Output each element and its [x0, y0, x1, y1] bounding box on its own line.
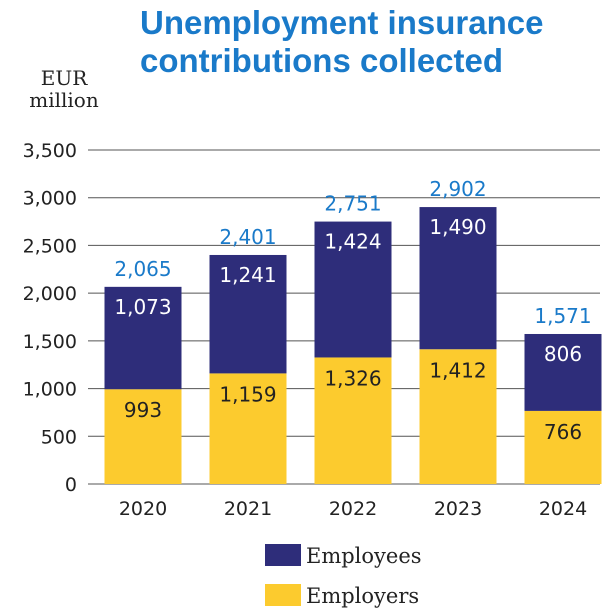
bar-total-label-2020: 2,065: [114, 257, 171, 281]
bar-total-label-2024: 1,571: [534, 304, 591, 328]
bar-employers-label-2021: 1,159: [219, 382, 276, 406]
y-tick-label-1000: 1,000: [23, 379, 77, 401]
chart-title-line-1: Unemployment insurance: [140, 4, 544, 41]
legend-label-employees: Employees: [306, 544, 422, 568]
bar-employers-label-2020: 993: [124, 398, 162, 422]
legend-swatch-employers: [265, 584, 301, 606]
bar-employers-2023: [419, 349, 497, 484]
y-tick-label-0: 0: [65, 474, 77, 496]
bar-total-label-2021: 2,401: [219, 225, 276, 249]
y-unit-label-line-1: EUR: [40, 66, 88, 90]
bar-employers-2020: [104, 389, 182, 484]
x-tick-label-2022: 2022: [329, 498, 377, 520]
x-tick-label-2023: 2023: [434, 498, 482, 520]
bar-employers-label-2022: 1,326: [324, 366, 381, 390]
legend-label-employers: Employers: [306, 584, 419, 608]
y-unit-label-line-2: million: [29, 88, 99, 112]
bar-employees-label-2020: 1,073: [114, 295, 171, 319]
y-tick-label-3000: 3,000: [23, 188, 77, 210]
bar-employees-2020: [104, 286, 182, 390]
bar-employees-2022: [314, 221, 392, 358]
y-tick-label-500: 500: [41, 426, 77, 448]
bar-employees-label-2024: 806: [544, 342, 582, 366]
y-tick-label-3500: 3,500: [23, 140, 77, 162]
y-tick-label-2000: 2,000: [23, 283, 77, 305]
bar-total-label-2023: 2,902: [429, 177, 486, 201]
bar-employees-label-2021: 1,241: [219, 263, 276, 287]
bar-employees-label-2023: 1,490: [429, 215, 486, 239]
x-tick-label-2020: 2020: [119, 498, 167, 520]
bar-employers-label-2024: 766: [544, 420, 582, 444]
chart-title-line-2: contributions collected: [140, 42, 504, 79]
bar-employers-2022: [314, 357, 392, 484]
x-tick-label-2024: 2024: [539, 498, 587, 520]
bar-employers-2021: [209, 373, 287, 484]
legend-swatch-employees: [265, 544, 301, 566]
bar-employers-2024: [524, 410, 602, 484]
bar-employers-label-2023: 1,412: [429, 358, 486, 382]
bar-employees-2024: [524, 333, 602, 411]
y-tick-label-2500: 2,500: [23, 235, 77, 257]
bar-employees-2021: [209, 254, 287, 374]
bar-employees-label-2022: 1,424: [324, 230, 381, 254]
x-tick-label-2021: 2021: [224, 498, 272, 520]
y-tick-label-1500: 1,500: [23, 331, 77, 353]
bar-employees-2023: [419, 207, 497, 350]
bar-total-label-2022: 2,751: [324, 192, 381, 216]
